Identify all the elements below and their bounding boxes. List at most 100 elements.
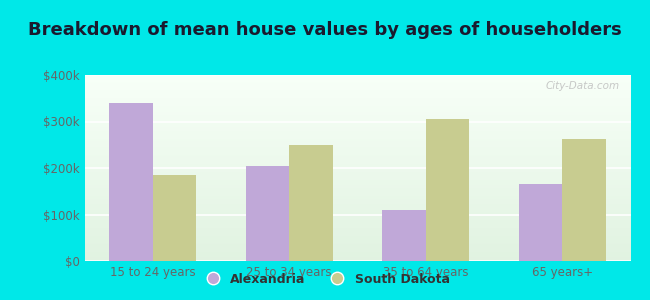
Bar bbox=[84, 125, 630, 126]
Bar bbox=[84, 79, 630, 80]
Bar bbox=[84, 109, 630, 110]
Bar bbox=[84, 163, 630, 164]
Bar bbox=[84, 255, 630, 256]
Bar bbox=[84, 212, 630, 213]
Bar bbox=[84, 209, 630, 210]
Bar bbox=[84, 89, 630, 90]
Bar bbox=[84, 152, 630, 153]
Bar bbox=[84, 168, 630, 169]
Bar bbox=[84, 193, 630, 194]
Bar bbox=[84, 136, 630, 137]
Bar bbox=[84, 159, 630, 160]
Bar bbox=[84, 194, 630, 195]
Bar bbox=[84, 119, 630, 120]
Bar bbox=[84, 153, 630, 154]
Bar bbox=[84, 243, 630, 244]
Bar bbox=[84, 147, 630, 148]
Bar bbox=[84, 156, 630, 157]
Bar bbox=[84, 92, 630, 93]
Bar bbox=[84, 80, 630, 81]
Bar bbox=[84, 226, 630, 227]
Bar bbox=[84, 167, 630, 168]
Bar bbox=[84, 138, 630, 139]
Bar bbox=[84, 203, 630, 204]
Bar bbox=[84, 75, 630, 76]
Bar bbox=[84, 148, 630, 149]
Bar bbox=[84, 192, 630, 193]
Bar bbox=[84, 195, 630, 196]
Bar bbox=[84, 105, 630, 106]
Bar bbox=[84, 232, 630, 233]
Bar bbox=[84, 117, 630, 118]
Bar bbox=[84, 141, 630, 142]
Bar bbox=[84, 224, 630, 225]
Bar bbox=[84, 83, 630, 84]
Bar bbox=[84, 173, 630, 174]
Bar bbox=[84, 251, 630, 252]
Bar bbox=[84, 242, 630, 243]
Bar bbox=[84, 140, 630, 141]
Bar bbox=[84, 186, 630, 187]
Bar bbox=[84, 132, 630, 133]
Bar bbox=[84, 238, 630, 239]
Bar bbox=[84, 162, 630, 163]
Bar bbox=[84, 182, 630, 183]
Bar bbox=[84, 219, 630, 220]
Bar bbox=[84, 103, 630, 104]
Bar bbox=[84, 99, 630, 100]
Bar bbox=[84, 100, 630, 101]
Bar bbox=[84, 133, 630, 134]
Bar bbox=[84, 145, 630, 146]
Bar bbox=[84, 248, 630, 249]
Bar bbox=[84, 205, 630, 206]
Bar bbox=[84, 190, 630, 191]
Bar bbox=[84, 187, 630, 188]
Bar bbox=[84, 94, 630, 95]
Bar bbox=[84, 81, 630, 82]
Bar bbox=[84, 100, 630, 101]
Bar bbox=[84, 120, 630, 121]
Bar bbox=[84, 258, 630, 259]
Bar bbox=[84, 171, 630, 172]
Bar bbox=[84, 127, 630, 128]
Bar bbox=[84, 229, 630, 230]
Bar bbox=[84, 150, 630, 151]
Bar bbox=[84, 228, 630, 229]
Bar bbox=[84, 87, 630, 88]
Bar bbox=[84, 114, 630, 115]
Bar bbox=[84, 142, 630, 143]
Bar bbox=[84, 104, 630, 105]
Bar bbox=[84, 144, 630, 145]
Bar bbox=[84, 204, 630, 205]
Bar bbox=[84, 165, 630, 166]
Bar bbox=[84, 225, 630, 226]
Bar bbox=[84, 221, 630, 222]
Bar bbox=[84, 257, 630, 258]
Bar bbox=[84, 116, 630, 117]
Legend: Alexandria, South Dakota: Alexandria, South Dakota bbox=[196, 268, 454, 291]
Bar bbox=[84, 172, 630, 173]
Bar bbox=[84, 175, 630, 176]
Bar bbox=[84, 188, 630, 189]
Bar bbox=[84, 178, 630, 179]
Text: City-Data.com: City-Data.com bbox=[545, 81, 619, 91]
Bar bbox=[84, 213, 630, 214]
Bar bbox=[84, 180, 630, 181]
Bar bbox=[84, 240, 630, 241]
Bar bbox=[84, 230, 630, 231]
Bar bbox=[84, 260, 630, 261]
Bar bbox=[84, 97, 630, 98]
Bar bbox=[84, 218, 630, 219]
Bar bbox=[84, 223, 630, 224]
Bar bbox=[84, 174, 630, 175]
Bar bbox=[84, 198, 630, 199]
Bar bbox=[382, 210, 426, 261]
Bar bbox=[84, 128, 630, 129]
Bar bbox=[562, 139, 606, 261]
Bar bbox=[109, 103, 153, 261]
Bar bbox=[84, 82, 630, 83]
Bar bbox=[84, 139, 630, 140]
Bar bbox=[84, 208, 630, 209]
Bar bbox=[84, 155, 630, 156]
Bar bbox=[84, 154, 630, 155]
